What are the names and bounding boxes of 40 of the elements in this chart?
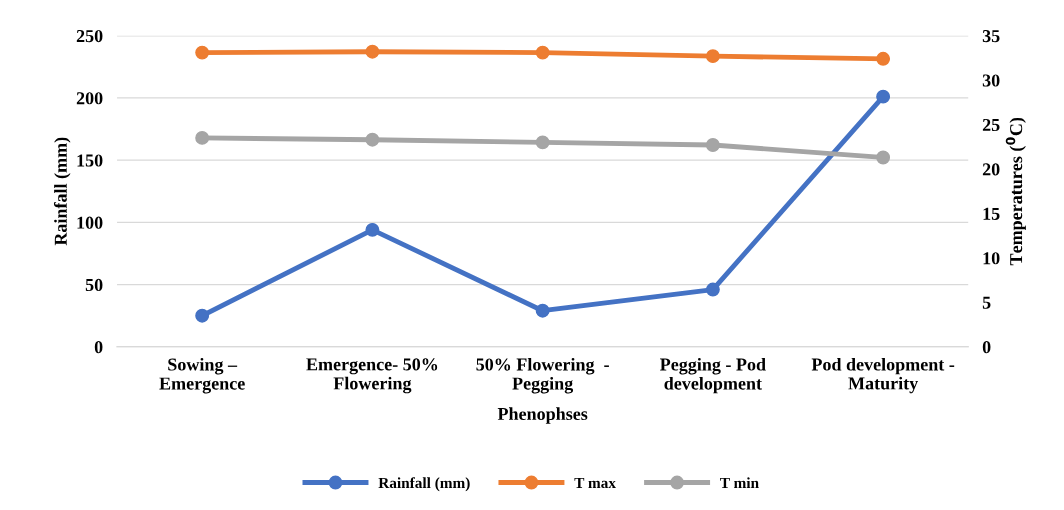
point xyxy=(705,138,720,152)
legend-label: Rainfall (mm) xyxy=(378,477,470,492)
point xyxy=(195,45,210,60)
y2-tick-label: 30 xyxy=(982,74,1000,87)
y2-tick-label: 35 xyxy=(982,30,1000,43)
point xyxy=(365,132,380,147)
x-tick-label: Pod development - Maturity xyxy=(811,357,955,394)
point xyxy=(195,130,210,145)
y-tick-label: 50 xyxy=(85,278,103,292)
x-tick-label: Sowing – Emergence xyxy=(159,357,245,394)
x-axis-title: Phenophses xyxy=(497,407,588,424)
y2-tick-label: 10 xyxy=(983,252,1000,265)
point xyxy=(876,150,891,165)
point xyxy=(705,49,720,64)
point xyxy=(365,44,380,59)
y2-tick-label: 0 xyxy=(982,341,991,354)
x-tick-label: 50% Flowering - Pegging xyxy=(476,357,609,394)
y-tick-label: 100 xyxy=(77,216,103,229)
y-tick-label: 250 xyxy=(76,29,103,43)
point xyxy=(195,308,210,323)
y-tick-label: 150 xyxy=(77,154,103,167)
point xyxy=(705,282,720,297)
point xyxy=(535,303,550,318)
y-tick-label: 200 xyxy=(76,92,103,105)
y2-tick-label: 20 xyxy=(982,163,1000,176)
y2-tick-label: 5 xyxy=(982,296,991,309)
y-tick-label: 0 xyxy=(94,341,103,354)
point xyxy=(876,89,891,104)
x-tick-label: Emergence- 50% Flowering xyxy=(306,358,438,394)
point xyxy=(535,135,550,150)
point xyxy=(365,222,380,237)
point xyxy=(535,45,550,60)
legend-label: T max xyxy=(574,477,616,489)
point xyxy=(876,51,891,66)
y2-axis-title: Temperatures ($^{0}$C) xyxy=(1005,117,1026,266)
y-axis-title: Rainfall (mm) xyxy=(53,137,71,246)
legend-label: T min xyxy=(720,477,759,488)
y2-tick-label: 15 xyxy=(983,207,1000,220)
x-tick-label: Pegging - Pod development xyxy=(660,357,766,394)
y2-tick-label: 25 xyxy=(982,118,1000,132)
